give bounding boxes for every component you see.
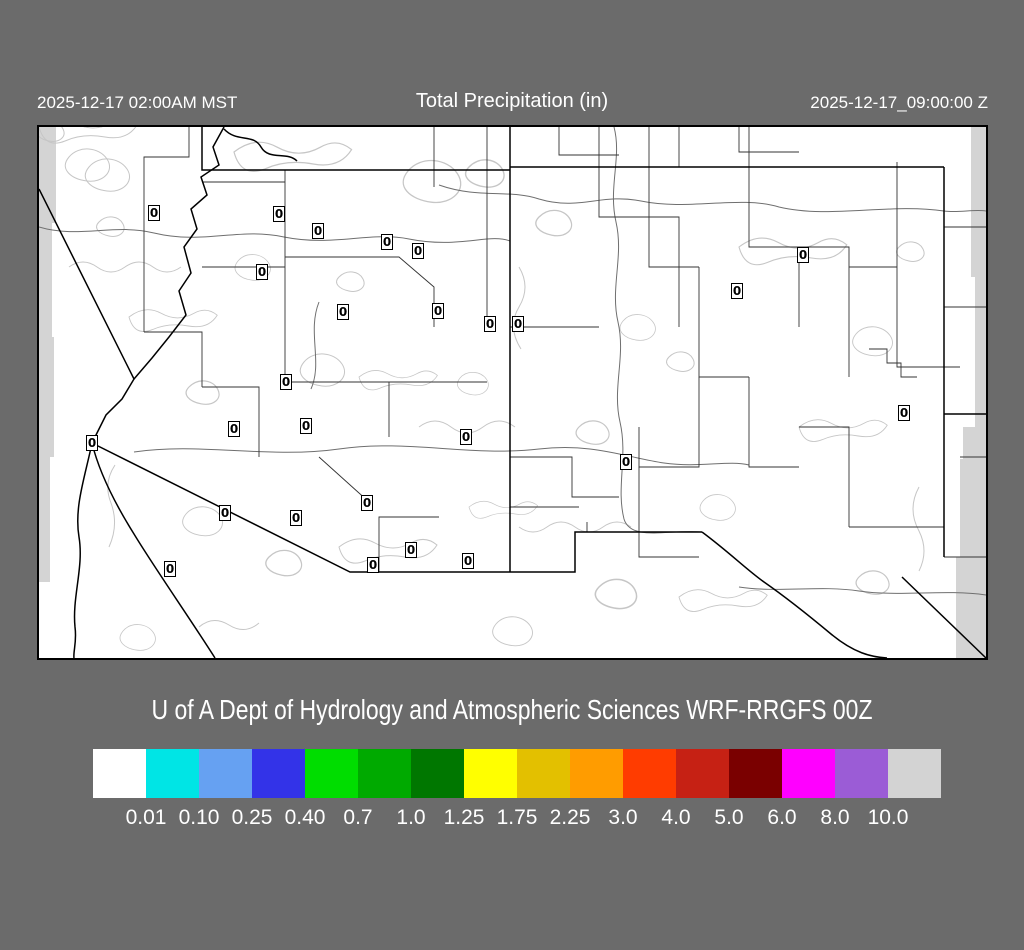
colorbar-label: 4.0: [661, 806, 691, 829]
station-value-marker: 0: [381, 234, 393, 250]
colorbar-label: 3.0: [608, 806, 638, 829]
product-title: Total Precipitation (in): [415, 90, 609, 112]
station-value-marker: 0: [620, 454, 632, 470]
basemap: [39, 127, 986, 658]
colorbar-swatch: [411, 749, 464, 798]
colorbar-swatch: [570, 749, 623, 798]
colorbar-swatch: [199, 749, 252, 798]
colorbar-swatch: [517, 749, 570, 798]
station-value-marker: 0: [367, 557, 379, 573]
colorbar: [93, 749, 941, 798]
colorbar-label: 1.75: [496, 806, 538, 829]
station-value-marker: 0: [337, 304, 349, 320]
colorbar-swatch: [252, 749, 305, 798]
nodata-bands: [39, 127, 986, 658]
colorbar-label: 0.10: [178, 806, 220, 829]
colorbar-swatch: [464, 749, 517, 798]
colorbar-label: 6.0: [767, 806, 797, 829]
colorbar-label: 0.01: [125, 806, 167, 829]
station-value-marker: 0: [312, 223, 324, 239]
colorbar-swatch: [729, 749, 782, 798]
station-value-marker: 0: [164, 561, 176, 577]
colorbar-swatch: [676, 749, 729, 798]
station-value-marker: 0: [412, 243, 424, 259]
colorbar-swatch: [782, 749, 835, 798]
station-value-marker: 0: [361, 495, 373, 511]
station-value-marker: 0: [280, 374, 292, 390]
colorbar-swatch: [146, 749, 199, 798]
station-value-marker: 0: [462, 553, 474, 569]
colorbar-label: 0.7: [343, 806, 373, 829]
colorbar-label: 8.0: [820, 806, 850, 829]
terrain-contours: [39, 127, 925, 651]
colorbar-swatch: [835, 749, 888, 798]
station-value-marker: 0: [86, 435, 98, 451]
station-value-marker: 0: [405, 542, 417, 558]
colorbar-swatch: [358, 749, 411, 798]
station-value-marker: 0: [148, 205, 160, 221]
state-lines: [39, 127, 986, 658]
colorbar-label: 2.25: [549, 806, 591, 829]
colorbar-swatch: [623, 749, 676, 798]
station-value-marker: 0: [797, 247, 809, 263]
colorbar-label: 1.25: [443, 806, 485, 829]
credit-line: U of A Dept of Hydrology and Atmospheric…: [151, 694, 873, 725]
colorbar-label: 0.25: [231, 806, 273, 829]
colorbar-swatch: [888, 749, 941, 798]
station-value-marker: 0: [512, 316, 524, 332]
station-value-marker: 0: [290, 510, 302, 526]
colorbar-label: 0.40: [284, 806, 326, 829]
colorbar-label: 10.0: [867, 806, 909, 829]
station-value-marker: 0: [219, 505, 231, 521]
station-value-marker: 0: [460, 429, 472, 445]
colorbar-swatch: [305, 749, 358, 798]
station-value-marker: 0: [484, 316, 496, 332]
colorbar-label: 1.0: [396, 806, 426, 829]
station-value-marker: 0: [228, 421, 240, 437]
station-value-marker: 0: [731, 283, 743, 299]
station-value-marker: 0: [273, 206, 285, 222]
valid-time-utc: 2025-12-17_09:00:00 Z: [810, 93, 988, 112]
station-value-marker: 0: [898, 405, 910, 421]
colorbar-label: 5.0: [714, 806, 744, 829]
colorbar-swatch: [93, 749, 146, 798]
station-value-marker: 0: [432, 303, 444, 319]
colorbar-labels: 0.01 0.10 0.25 0.40 0.7 1.0 1.25 1.75 2.25 3.0 4.0…: [93, 806, 941, 832]
valid-time-local: 2025-12-17 02:00AM MST: [37, 93, 238, 112]
station-value-marker: 0: [300, 418, 312, 434]
station-value-marker: 0: [256, 264, 268, 280]
